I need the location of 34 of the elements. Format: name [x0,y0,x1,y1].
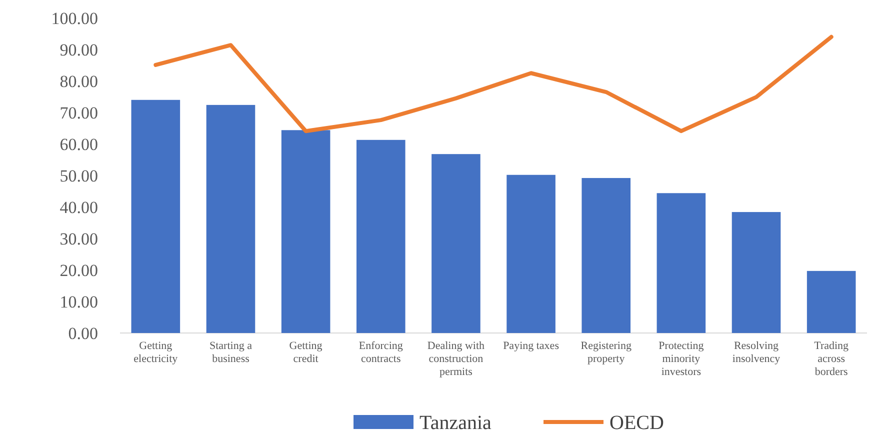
bar [806,270,856,333]
bar [582,178,631,333]
bar [656,193,706,333]
x-tick-label: Getting credit [289,340,323,365]
x-tick-label: Trading across borders [814,340,850,378]
x-tick-label: Dealing with construction permits [427,340,486,378]
y-tick-label: 50.00 [60,166,98,186]
legend-label: OECD [610,412,664,434]
x-tick-label: Enforcing contracts [358,340,404,365]
bar [732,212,781,333]
x-tick-label: Starting a business [210,340,252,365]
x-tick-label: Resolving insolvency [732,340,781,365]
bar [131,100,180,333]
bar [506,174,556,333]
bar [281,130,330,333]
bar [432,154,480,333]
y-tick-label: 100.00 [51,8,98,28]
bar [356,140,406,333]
x-tick-label: Protecting minority investors [658,340,704,378]
y-tick-label: 0.00 [68,324,98,343]
y-tick-label: 80.00 [60,72,98,91]
y-tick-label: 70.00 [60,103,98,122]
line-series [154,34,834,134]
y-tick-label: 20.00 [60,260,98,280]
y-tick-label: 10.00 [60,292,98,312]
x-tick-label: Registering property [580,340,632,365]
y-tick-label: 60.00 [60,134,98,154]
bar [206,104,256,333]
x-tick-label: Paying taxes [503,340,559,352]
legend-label: Tanzania [420,412,492,434]
y-tick-label: 40.00 [60,198,98,217]
y-tick-label: 30.00 [60,229,98,248]
y-tick-label: 90.00 [60,40,98,60]
x-tick-label: Getting electricity [134,340,178,365]
